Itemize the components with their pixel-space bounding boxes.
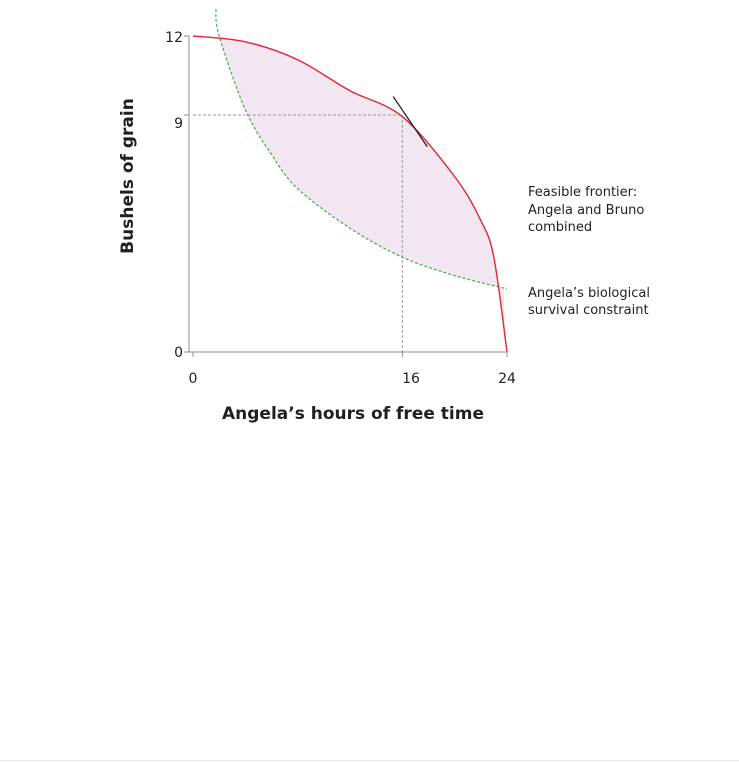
x-tick-label: 0 bbox=[189, 371, 198, 387]
x-tick-label: 16 bbox=[402, 371, 420, 387]
guide-lines bbox=[193, 114, 403, 352]
annotation-survival-line: survival constraint bbox=[528, 303, 649, 318]
series-line-feasible-frontier bbox=[192, 35, 508, 353]
y-tick-label: 12 bbox=[165, 30, 183, 46]
axes: 0 9 12 0 16 24 Angela’s hours of free ti… bbox=[118, 30, 516, 424]
x-tick-label: 24 bbox=[498, 371, 516, 387]
annotation-frontier-line: Feasible frontier: bbox=[528, 185, 637, 200]
series-line-survival-constraint bbox=[215, 8, 508, 290]
plot-area bbox=[192, 8, 508, 353]
y-tick-label: 0 bbox=[174, 345, 183, 361]
annotations: Feasible frontier: Angela and Bruno comb… bbox=[528, 185, 650, 318]
x-axis-title: Angela’s hours of free time bbox=[222, 404, 484, 424]
tangent-line bbox=[392, 96, 428, 147]
annotation-survival-line: Angela’s biological bbox=[528, 286, 650, 301]
annotation-frontier-line: combined bbox=[528, 220, 592, 235]
y-axis-title: Bushels of grain bbox=[118, 98, 138, 254]
feasible-region-fill bbox=[220, 38, 505, 335]
annotation-frontier-line: Angela and Bruno bbox=[528, 203, 644, 218]
bottom-divider bbox=[0, 760, 739, 761]
y-tick-label: 9 bbox=[174, 116, 183, 132]
